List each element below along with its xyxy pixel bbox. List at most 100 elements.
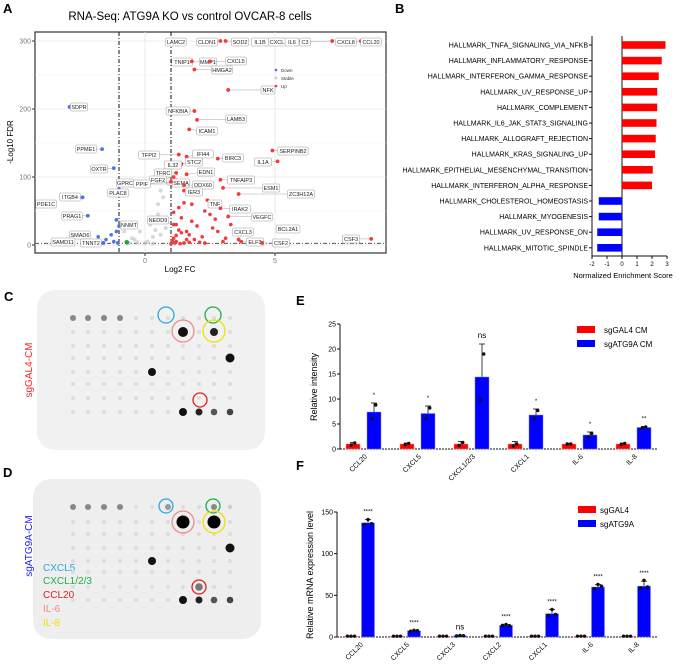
array-spot-faint bbox=[102, 370, 106, 374]
gene-point bbox=[171, 222, 176, 227]
array-spot-faint bbox=[228, 316, 232, 320]
category-label: CXCL5 bbox=[390, 641, 411, 662]
gene-label-box bbox=[284, 37, 300, 47]
data-point bbox=[391, 634, 396, 638]
highlight-circle-ccl20 bbox=[191, 579, 207, 595]
gene-label: ZC3H12A bbox=[289, 192, 313, 198]
legend-label: Down bbox=[281, 68, 293, 73]
array-spot-faint bbox=[228, 520, 232, 524]
gene-point bbox=[111, 166, 116, 171]
gene-label-box bbox=[260, 85, 276, 95]
data-point bbox=[352, 634, 357, 638]
data-point bbox=[582, 634, 587, 638]
y-tick-label: 300 bbox=[19, 39, 31, 46]
array-spot bbox=[207, 515, 221, 529]
gene-label: SMAD6 bbox=[71, 233, 90, 239]
gene-label-box bbox=[277, 146, 309, 156]
array-legend-ccl20: CCL20 bbox=[43, 590, 75, 601]
array-spot-faint bbox=[228, 396, 232, 400]
gene-point bbox=[189, 59, 194, 64]
array-spot bbox=[148, 368, 156, 376]
array-spot-faint bbox=[102, 559, 106, 563]
gene-label: EDN1 bbox=[199, 170, 214, 176]
up-point bbox=[177, 205, 181, 210]
up-point bbox=[169, 241, 173, 246]
up-point bbox=[171, 210, 176, 215]
gene-point bbox=[236, 237, 241, 242]
stable-point bbox=[143, 240, 147, 245]
array-spot bbox=[70, 504, 76, 510]
data-point bbox=[515, 442, 519, 446]
gene-label-box bbox=[225, 114, 247, 124]
data-point bbox=[415, 629, 420, 633]
array-spot-faint bbox=[150, 532, 154, 536]
array-spot-faint bbox=[197, 316, 201, 320]
array-spot bbox=[195, 583, 203, 591]
stable-point bbox=[122, 229, 127, 234]
gene-label: PRAG1 bbox=[63, 214, 82, 220]
array-spot-faint bbox=[118, 570, 122, 574]
membrane-d bbox=[33, 479, 261, 639]
data-point bbox=[642, 578, 646, 583]
array-spot-faint bbox=[150, 396, 154, 400]
pathway-label: HALLMARK_UV_RESPONSE_DN bbox=[480, 230, 588, 237]
gene-label: IRAK2 bbox=[232, 207, 248, 213]
array-spot-faint bbox=[166, 520, 170, 524]
array-spot-faint bbox=[212, 344, 216, 348]
data-point bbox=[454, 634, 459, 638]
stable-point bbox=[156, 202, 160, 207]
gene-label: CLDN1 bbox=[198, 40, 216, 46]
gene-label: CSF2 bbox=[274, 241, 288, 247]
array-spot-faint bbox=[197, 396, 201, 400]
gsea-xlabel: Normalized Enrichment Score bbox=[573, 271, 673, 280]
array-spot-faint bbox=[228, 370, 232, 374]
gene-label: ITGB4 bbox=[62, 195, 78, 201]
data-point bbox=[586, 435, 590, 439]
data-point bbox=[533, 634, 537, 638]
bar-treatment bbox=[636, 427, 652, 450]
up-point bbox=[208, 212, 212, 217]
gene-label: IL1B bbox=[254, 40, 266, 46]
gene-label-box bbox=[227, 175, 255, 185]
y-tick-label: 150 bbox=[321, 510, 333, 517]
bar-treatment bbox=[474, 376, 490, 450]
array-spot-faint bbox=[86, 520, 90, 524]
up-point bbox=[223, 236, 228, 240]
gene-point bbox=[114, 217, 119, 222]
gene-label: NFK bbox=[263, 88, 274, 94]
stable-point bbox=[137, 229, 142, 234]
f-legend-atg9a: sgATG9A bbox=[600, 520, 635, 529]
bar-treatment bbox=[528, 414, 544, 450]
array-spot-faint bbox=[86, 330, 90, 334]
highlight-circle-il8 bbox=[202, 319, 226, 343]
gene-label: NEDD9 bbox=[149, 218, 168, 224]
gene-label: CXCL3 bbox=[234, 230, 252, 236]
array-spot-faint bbox=[197, 559, 201, 563]
gene-point bbox=[221, 185, 225, 190]
y-tick-label: 50 bbox=[325, 593, 333, 600]
nes-bar bbox=[598, 197, 622, 205]
array-spot-faint bbox=[86, 532, 90, 536]
down-point bbox=[112, 239, 116, 244]
gene-label: IER3 bbox=[188, 190, 200, 196]
legend-swatch bbox=[577, 326, 595, 333]
significance-label: * bbox=[427, 396, 430, 402]
gene-point bbox=[100, 147, 104, 152]
gene-point bbox=[226, 214, 231, 219]
up-point bbox=[195, 224, 199, 228]
category-label: IL-8 bbox=[625, 453, 639, 467]
up-point bbox=[182, 201, 186, 205]
category-label: CXCL1 bbox=[528, 641, 549, 662]
gene-label-box bbox=[211, 65, 233, 75]
array-spot bbox=[210, 596, 218, 604]
up-point bbox=[184, 237, 189, 242]
up-point bbox=[174, 222, 178, 227]
gene-point bbox=[174, 171, 179, 175]
gene-label: IFI44 bbox=[197, 152, 210, 158]
y-tick-label: 0 bbox=[329, 635, 333, 642]
gene-label-box bbox=[147, 215, 169, 225]
gene-label: C3 bbox=[301, 40, 308, 46]
up-point bbox=[229, 222, 233, 227]
array-spot-faint bbox=[102, 570, 106, 574]
significance-label: * bbox=[589, 422, 592, 428]
